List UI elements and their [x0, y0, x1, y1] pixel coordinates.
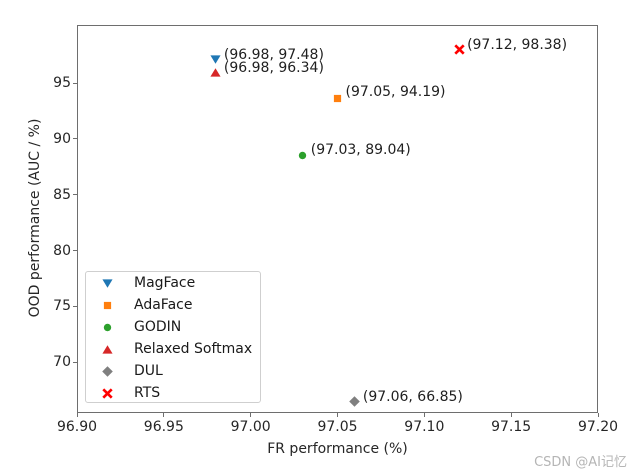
x-axis-tick-label: 97.00	[230, 419, 271, 435]
annotation-dul: (97.06, 66.85)	[362, 389, 463, 406]
magface-legend-marker-icon	[99, 277, 115, 290]
annotation-adaface: (97.05, 94.19)	[345, 84, 446, 101]
legend-label: MagFace	[134, 275, 196, 291]
y-axis-tick	[73, 194, 77, 196]
y-axis-tick-label: 95	[53, 75, 71, 92]
annotation-magface: (96.98, 97.48)	[223, 47, 324, 64]
annotation-godin: (97.03, 89.04)	[310, 141, 411, 158]
legend-label: GODIN	[134, 319, 182, 335]
x-axis-tick-label: 97.20	[577, 419, 619, 435]
x-axis-tick	[76, 413, 78, 417]
y-axis-tick	[73, 138, 77, 140]
legend-label: Relaxed Softmax	[134, 341, 253, 357]
legend-item-adaface: AdaFace	[86, 294, 260, 316]
rts-marker-icon	[453, 40, 465, 59]
dul-marker-icon	[349, 392, 361, 411]
watermark: CSDN @AI记忆	[534, 455, 627, 470]
x-axis-label: FR performance (%)	[267, 441, 408, 457]
legend: MagFace AdaFace GODIN Relaxed Softmax DUL RTS	[85, 271, 261, 403]
y-axis-label: OOD performance (AUC / %)	[27, 118, 43, 318]
legend-item-godin: GODIN	[86, 316, 260, 338]
legend-label: DUL	[134, 363, 163, 379]
x-axis-tick	[163, 413, 165, 417]
x-axis-tick	[510, 413, 512, 417]
legend-item-dul: DUL	[86, 360, 260, 382]
relaxed-softmax-legend-marker-icon	[99, 343, 115, 356]
x-axis-tick-label: 97.05	[317, 419, 358, 435]
x-axis-tick	[250, 413, 252, 417]
y-axis-tick-label: 80	[53, 242, 71, 259]
y-axis-tick-label: 75	[53, 298, 71, 315]
adaface-marker-icon	[333, 88, 342, 107]
legend-item-relaxed-softmax: Relaxed Softmax	[86, 338, 260, 360]
legend-label: RTS	[134, 385, 161, 401]
x-axis-tick	[597, 413, 599, 417]
legend-item-rts: RTS	[86, 382, 260, 404]
y-axis-tick	[73, 361, 77, 363]
y-axis-tick-label: 90	[53, 130, 71, 147]
godin-legend-marker-icon	[99, 321, 115, 334]
magface-marker-icon	[210, 50, 221, 69]
x-axis-tick-label: 97.10	[404, 419, 445, 435]
y-axis-tick	[73, 250, 77, 252]
y-axis-tick-label: 85	[53, 186, 71, 203]
dul-legend-marker-icon	[99, 365, 115, 378]
annotation-rts: (97.12, 98.38)	[467, 37, 568, 54]
y-axis-tick	[73, 305, 77, 307]
x-axis-tick	[423, 413, 425, 417]
rts-legend-marker-icon	[99, 387, 115, 400]
annotation-relaxed-softmax: (96.98, 96.34)	[223, 60, 324, 77]
x-axis-tick-label: 96.95	[143, 419, 184, 435]
adaface-legend-marker-icon	[99, 299, 115, 312]
y-axis-tick	[73, 82, 77, 84]
x-axis-tick	[337, 413, 338, 417]
x-axis-tick-label: 96.90	[56, 419, 98, 435]
godin-marker-icon	[298, 145, 307, 164]
legend-item-magface: MagFace	[86, 272, 260, 294]
relaxed-softmax-marker-icon	[210, 63, 221, 82]
legend-label: AdaFace	[134, 297, 193, 313]
x-axis-tick-label: 97.15	[491, 419, 532, 435]
y-axis-tick-label: 70	[53, 354, 71, 371]
